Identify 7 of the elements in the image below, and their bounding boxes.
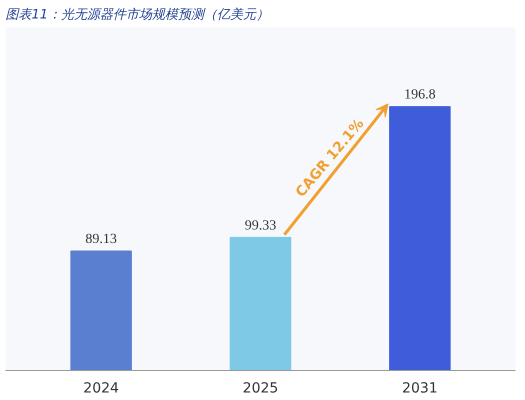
data-label: 89.13 xyxy=(85,232,117,248)
data-label: 196.8 xyxy=(404,88,436,103)
data-label: 99.33 xyxy=(244,218,276,234)
chart-title: 图表11：光无源器件市场规模预测（亿美元） xyxy=(6,6,270,22)
x-tick-label: 2024 xyxy=(83,380,120,396)
x-tick-label: 2031 xyxy=(402,380,438,396)
x-tick-label: 2025 xyxy=(242,380,278,396)
